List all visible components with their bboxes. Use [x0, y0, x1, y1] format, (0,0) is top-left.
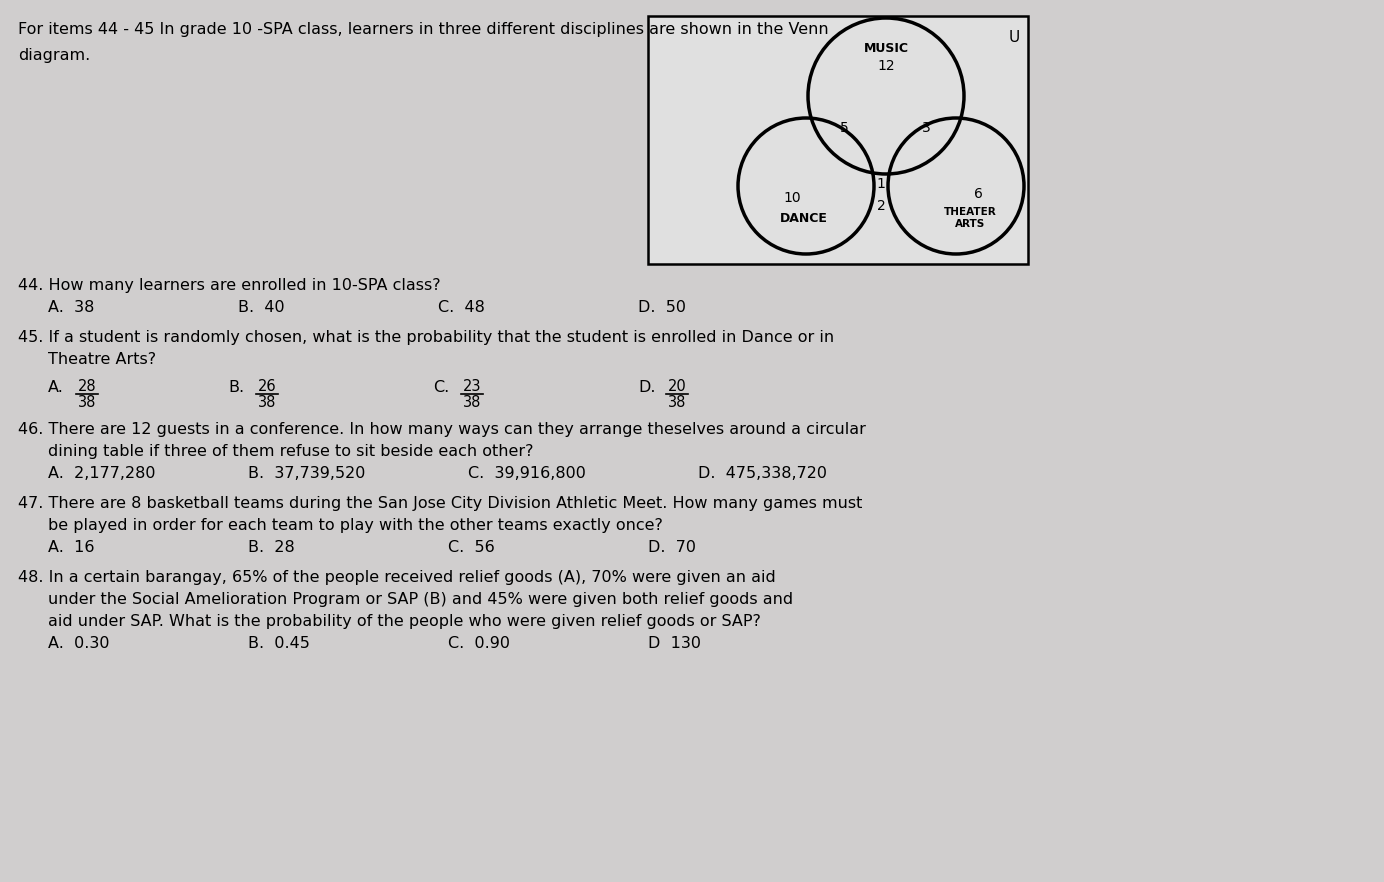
Text: D  130: D 130	[648, 636, 702, 651]
Text: MUSIC: MUSIC	[864, 41, 908, 55]
Text: 1: 1	[876, 177, 886, 191]
Text: A.  38: A. 38	[48, 300, 94, 315]
Text: 6: 6	[973, 187, 983, 201]
Text: D.  70: D. 70	[648, 540, 696, 555]
Text: C.  39,916,800: C. 39,916,800	[468, 466, 585, 481]
Text: C.  48: C. 48	[437, 300, 484, 315]
Bar	[648, 16, 1028, 264]
Text: 23: 23	[462, 379, 482, 394]
Text: B.: B.	[228, 380, 244, 395]
Text: C.  0.90: C. 0.90	[448, 636, 509, 651]
Text: 26: 26	[257, 379, 277, 394]
Text: U: U	[1009, 30, 1020, 45]
Text: 45. If a student is randomly chosen, what is the probability that the student is: 45. If a student is randomly chosen, wha…	[18, 330, 835, 345]
Text: 38: 38	[78, 395, 95, 410]
Text: B.  28: B. 28	[248, 540, 295, 555]
Text: 47. There are 8 basketball teams during the San Jose City Division Athletic Meet: 47. There are 8 basketball teams during …	[18, 496, 862, 511]
Text: THEATER
ARTS: THEATER ARTS	[944, 207, 996, 228]
Text: under the Social Amelioration Program or SAP (B) and 45% were given both relief : under the Social Amelioration Program or…	[48, 592, 793, 607]
Text: aid under SAP. What is the probability of the people who were given relief goods: aid under SAP. What is the probability o…	[48, 614, 761, 629]
Text: 5: 5	[840, 121, 848, 135]
Text: A.: A.	[48, 380, 64, 395]
Text: 3: 3	[922, 121, 930, 135]
Text: C.  56: C. 56	[448, 540, 494, 555]
Text: DANCE: DANCE	[781, 212, 828, 225]
Text: 2: 2	[876, 199, 886, 213]
Text: A.  2,177,280: A. 2,177,280	[48, 466, 155, 481]
Text: For items 44 - 45 In grade 10 -SPA class, learners in three different discipline: For items 44 - 45 In grade 10 -SPA class…	[18, 22, 829, 37]
Text: D.  475,338,720: D. 475,338,720	[698, 466, 828, 481]
Text: 38: 38	[668, 395, 686, 410]
Text: A.  0.30: A. 0.30	[48, 636, 109, 651]
Text: 10: 10	[783, 191, 801, 205]
Text: be played in order for each team to play with the other teams exactly once?: be played in order for each team to play…	[48, 518, 663, 533]
Text: D.: D.	[638, 380, 656, 395]
Text: 38: 38	[462, 395, 482, 410]
Text: C.: C.	[433, 380, 450, 395]
Text: B.  37,739,520: B. 37,739,520	[248, 466, 365, 481]
Text: D.  50: D. 50	[638, 300, 686, 315]
Text: 20: 20	[667, 379, 686, 394]
Text: 12: 12	[877, 59, 895, 73]
Text: A.  16: A. 16	[48, 540, 94, 555]
Text: 38: 38	[257, 395, 277, 410]
Text: 48. In a certain barangay, 65% of the people received relief goods (A), 70% were: 48. In a certain barangay, 65% of the pe…	[18, 570, 776, 585]
Text: diagram.: diagram.	[18, 48, 90, 63]
Text: Theatre Arts?: Theatre Arts?	[48, 352, 156, 367]
Text: dining table if three of them refuse to sit beside each other?: dining table if three of them refuse to …	[48, 444, 533, 459]
Text: 44. How many learners are enrolled in 10-SPA class?: 44. How many learners are enrolled in 10…	[18, 278, 440, 293]
Text: B.  0.45: B. 0.45	[248, 636, 310, 651]
Text: 46. There are 12 guests in a conference. In how many ways can they arrange these: 46. There are 12 guests in a conference.…	[18, 422, 866, 437]
Text: 28: 28	[78, 379, 97, 394]
Text: B.  40: B. 40	[238, 300, 285, 315]
